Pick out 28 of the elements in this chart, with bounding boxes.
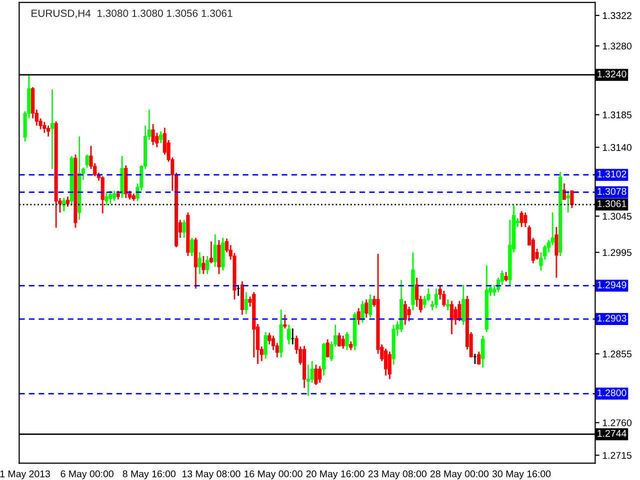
- y-tick-label: 1.3045: [602, 212, 632, 220]
- x-tick-label: 8 May 16:00: [122, 470, 176, 480]
- y-tick-label: 1.2995: [602, 249, 632, 256]
- x-tick-label: 1 May 2013: [0, 470, 50, 480]
- ref-line-label: 1.3078: [598, 188, 626, 195]
- x-tick-label: 23 May 08:00: [368, 470, 426, 480]
- y-tick-label: 1.2760: [602, 419, 632, 426]
- y-tick-label: 1.3322: [602, 12, 632, 20]
- ref-line-label: 1.3061: [598, 200, 626, 208]
- candlestick: [504, 271, 508, 282]
- x-tick-label: 6 May 00:00: [60, 470, 114, 480]
- ref-line-label: 1.2903: [598, 314, 626, 322]
- ref-line-label: 1.2800: [598, 389, 626, 396]
- ref-line-label: 1.3240: [598, 70, 626, 78]
- x-tick-label: 28 May 00:00: [430, 470, 489, 480]
- y-tick-label: 1.3185: [602, 111, 632, 118]
- text: EURUSD,H4 1.3080 1.3080 1.3056 1.3061: [32, 10, 232, 18]
- y-tick-label: 1.2715: [602, 452, 632, 459]
- y-tick-label: 1.2855: [602, 350, 632, 358]
- x-tick-label: 20 May 16:00: [306, 470, 364, 480]
- x-tick-label: 13 May 08:00: [182, 470, 240, 480]
- x-tick-label: 16 May 00:00: [244, 470, 302, 480]
- y-tick-label: 1.3280: [602, 42, 632, 50]
- ref-line-label: 1.2744: [598, 430, 626, 437]
- x-tick-label: 30 May 16:00: [492, 470, 551, 480]
- y-tick-label: 1.3140: [602, 144, 632, 151]
- ref-line-label: 1.2949: [598, 281, 626, 288]
- ref-line-label: 1.3102: [598, 170, 626, 178]
